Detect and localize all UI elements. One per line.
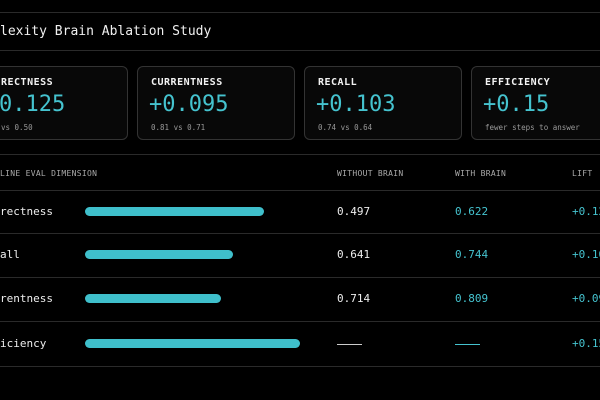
divider [0,50,600,51]
dimension-name: rentness [0,292,53,305]
card-note: 0.74 vs 0.64 [318,123,373,132]
row-divider [0,366,600,367]
card-note: vs 0.50 [1,123,33,132]
divider [0,190,600,191]
card-value: +0.095 [149,92,229,117]
card-label: CURRENTNESS [151,77,223,88]
with-value: 0.744 [455,248,489,261]
empty-dash [337,344,362,345]
page-title: lexity Brain Ablation Study [0,24,212,39]
metric-card: RECTNESS 0.125 vs 0.50 [0,66,128,140]
divider [0,154,600,155]
column-header: LINE EVAL DIMENSION [0,169,98,178]
row-divider [0,277,600,278]
without-value: 0.641 [337,248,371,261]
card-note: 0.81 vs 0.71 [151,123,206,132]
lift-value: +0.103 [572,248,600,261]
row-divider [0,233,600,234]
card-note: fewer steps to answer [485,123,580,132]
empty-dash [455,344,480,345]
metric-card: RECALL +0.103 0.74 vs 0.64 [304,66,462,140]
card-value: +0.103 [316,92,396,117]
column-header: LIFT [572,169,593,178]
card-label: EFFICIENCY [485,77,551,88]
with-value: 0.809 [455,292,489,305]
column-header: WITH BRAIN [455,169,507,178]
card-label: RECTNESS [1,77,54,88]
lift-bar [85,207,265,216]
lift-bar [85,294,222,303]
lift-bar [85,250,233,259]
row-divider [0,321,600,322]
lift-value: +0.125 [572,205,600,218]
without-value: 0.497 [337,205,371,218]
column-header: WITHOUT BRAIN [337,169,404,178]
dimension-name: rectness [0,205,53,218]
card-label: RECALL [318,77,358,88]
card-value: 0.125 [0,92,66,117]
dimension-name: all [0,248,20,261]
without-value: 0.714 [337,292,371,305]
with-value: 0.622 [455,205,489,218]
lift-value: +0.15 [572,337,600,350]
divider [0,12,600,13]
metric-card: EFFICIENCY +0.15 fewer steps to answer [471,66,600,140]
card-value: +0.15 [483,92,550,117]
lift-value: +0.095 [572,292,600,305]
dimension-name: iciency [0,337,47,350]
metric-card: CURRENTNESS +0.095 0.81 vs 0.71 [137,66,295,140]
lift-bar [85,339,300,348]
